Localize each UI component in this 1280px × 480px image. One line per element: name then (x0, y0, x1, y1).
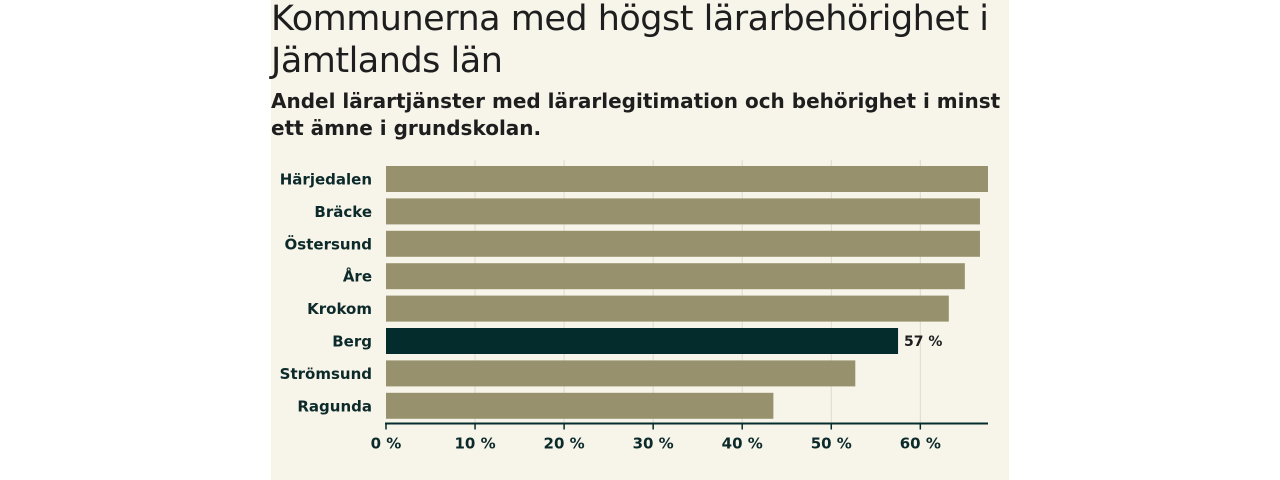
bar-Berg (386, 328, 899, 354)
chart-subtitle: Andel lärartjänster med lärarlegitimatio… (271, 89, 1001, 140)
category-label-Berg: Berg (332, 333, 372, 351)
x-axis: 0 % 10 % 20 % 30 % 40 % 50 % 60 % (371, 422, 988, 453)
bar-Strömsund (386, 360, 856, 387)
x-tick-label-40: 40 % (722, 435, 763, 453)
x-tick-label-10: 10 % (454, 435, 495, 453)
bars (386, 166, 988, 419)
x-tick-label-50: 50 % (811, 435, 852, 453)
data-label-Berg: 57 % (904, 334, 942, 350)
x-tick-label-30: 30 % (633, 435, 674, 453)
bar-Härjedalen (386, 166, 988, 192)
category-label-Ragunda: Ragunda (297, 397, 372, 415)
category-label-Strömsund: Strömsund (280, 365, 372, 383)
x-tick-label-0: 0 % (371, 435, 402, 453)
category-label-Bräcke: Bräcke (314, 203, 372, 221)
category-labels: Härjedalen Bräcke Östersund Åre Krokom Berg St… (280, 171, 372, 416)
x-tick-label-60: 60 % (900, 435, 941, 453)
bar-Östersund (386, 230, 980, 257)
category-label-Östersund: Östersund (285, 234, 372, 253)
bar-Ragunda (386, 392, 774, 419)
chart-title: Kommunerna med högst lärarbehörighet i J… (271, 0, 989, 81)
bar-Krokom (386, 295, 949, 322)
category-label-Härjedalen: Härjedalen (280, 171, 372, 189)
bar-Bräcke (386, 198, 980, 225)
category-label-Åre: Åre (343, 267, 372, 286)
category-label-Krokom: Krokom (307, 300, 372, 318)
bar-Åre (386, 263, 965, 290)
x-tick-label-20: 20 % (544, 435, 585, 453)
data-labels: 57 % (904, 334, 942, 350)
